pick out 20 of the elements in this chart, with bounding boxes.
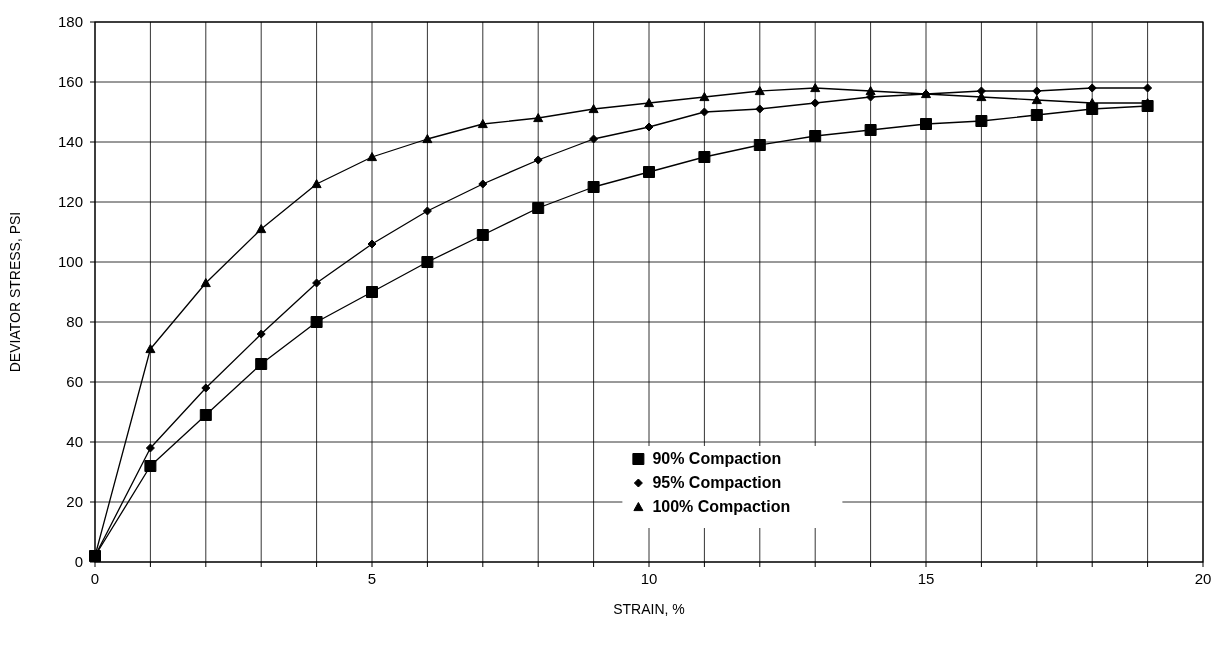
legend-label: 90% Compaction (652, 450, 782, 467)
x-tick-label: 15 (917, 570, 935, 587)
x-tick-label: 5 (367, 570, 377, 587)
y-tick-label: 100 (57, 253, 83, 270)
x-tick-label: 0 (90, 570, 100, 587)
y-tick-label: 0 (74, 553, 83, 570)
legend-label: 100% Compaction (652, 498, 791, 515)
y-tick-label: 60 (66, 373, 83, 390)
y-tick-label: 120 (57, 193, 83, 210)
x-tick-label: 20 (1194, 570, 1212, 587)
x-axis-title: STRAIN, % (613, 601, 685, 617)
y-axis-title: DEVIATOR STRESS, PSI (7, 211, 23, 373)
y-tick-label: 160 (57, 73, 83, 90)
y-tick-label: 20 (66, 493, 83, 510)
x-tick-label: 10 (640, 570, 658, 587)
y-tick-label: 180 (57, 13, 83, 30)
y-tick-label: 140 (57, 133, 83, 150)
y-tick-label: 80 (66, 313, 83, 330)
legend-label: 95% Compaction (652, 474, 782, 491)
y-tick-label: 40 (66, 433, 83, 450)
